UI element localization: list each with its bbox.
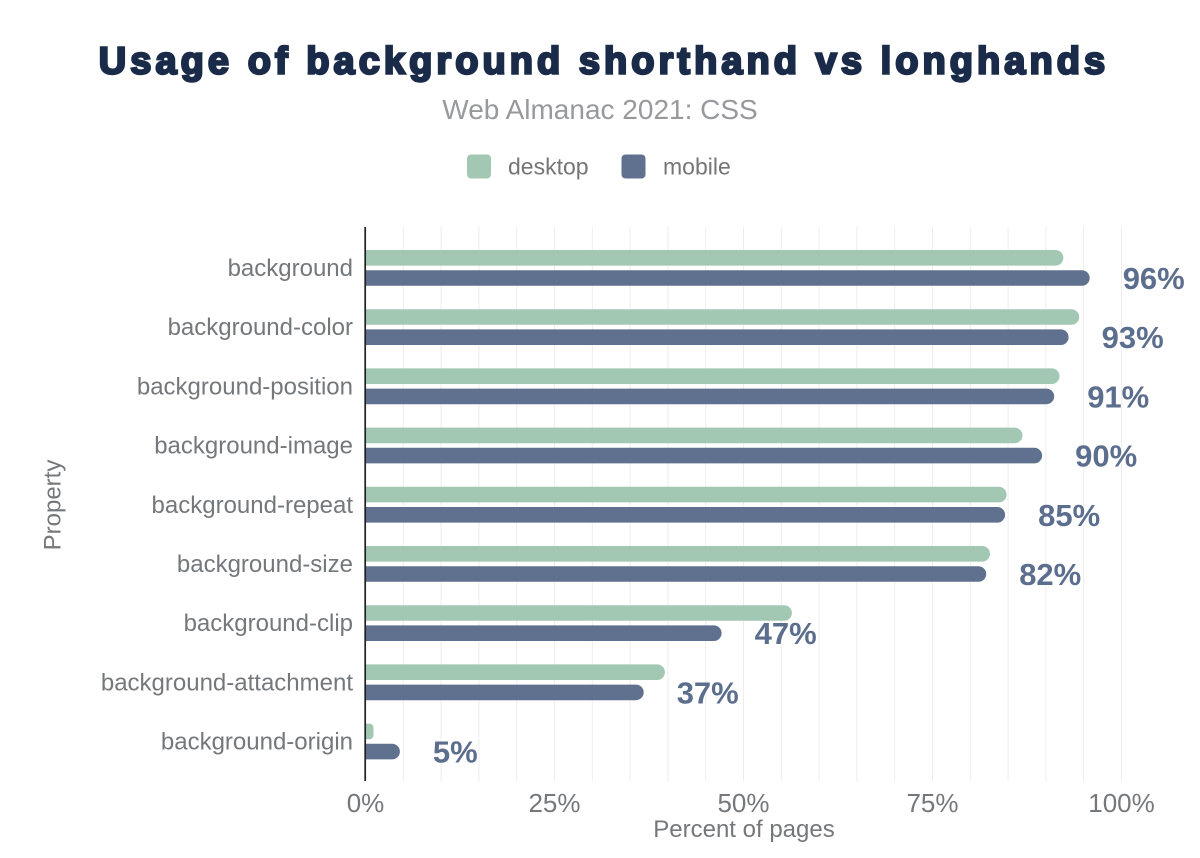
svg-text:background-size: background-size xyxy=(177,551,353,578)
svg-text:Web Almanac 2021: CSS: Web Almanac 2021: CSS xyxy=(442,94,757,125)
svg-text:background-color: background-color xyxy=(168,314,353,341)
svg-text:100%: 100% xyxy=(1088,788,1155,818)
svg-text:background-attachment: background-attachment xyxy=(101,670,353,697)
svg-text:91%: 91% xyxy=(1087,379,1149,414)
svg-text:96%: 96% xyxy=(1123,261,1185,296)
svg-text:50%: 50% xyxy=(717,788,769,818)
svg-text:25%: 25% xyxy=(528,788,580,818)
svg-text:47%: 47% xyxy=(755,616,817,651)
svg-text:background-clip: background-clip xyxy=(184,610,353,637)
svg-text:background-repeat: background-repeat xyxy=(152,492,354,519)
svg-text:37%: 37% xyxy=(677,675,739,710)
svg-text:Property: Property xyxy=(40,460,67,551)
svg-text:Percent of pages: Percent of pages xyxy=(653,816,834,843)
svg-text:85%: 85% xyxy=(1038,498,1100,533)
svg-text:0%: 0% xyxy=(347,788,385,818)
svg-text:82%: 82% xyxy=(1019,557,1081,592)
svg-text:5%: 5% xyxy=(433,735,478,770)
svg-text:background: background xyxy=(228,255,353,282)
svg-text:75%: 75% xyxy=(906,788,958,818)
svg-text:background-position: background-position xyxy=(137,373,353,400)
svg-text:93%: 93% xyxy=(1102,320,1164,355)
svg-text:background-image: background-image xyxy=(154,433,353,460)
svg-text:mobile: mobile xyxy=(663,154,731,180)
svg-text:desktop: desktop xyxy=(508,154,589,180)
svg-text:background-origin: background-origin xyxy=(161,729,353,756)
svg-text:90%: 90% xyxy=(1075,439,1137,474)
svg-text:Usage of background shorthand: Usage of background shorthand vs longhan… xyxy=(99,41,1109,83)
